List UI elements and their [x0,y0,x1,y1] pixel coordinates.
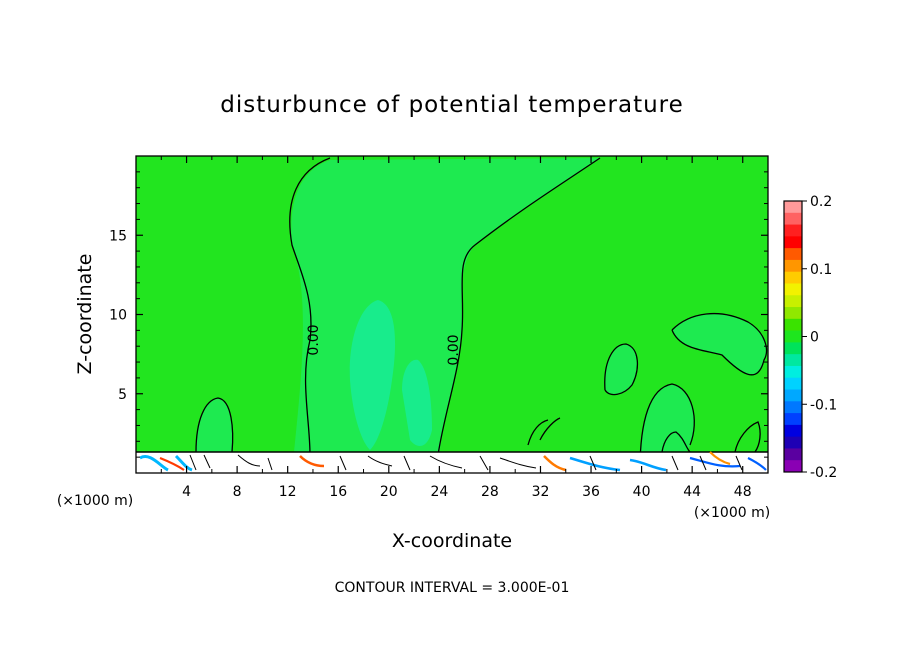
colorbar-swatch [784,295,802,308]
x-tick-label: 32 [532,484,550,500]
x-unit-label-right: (×1000 m) [694,505,770,521]
colorbar-swatch [784,424,802,438]
colorbar-label: -0.1 [810,397,837,413]
colorbar-swatch [784,201,802,214]
colorbar-swatch [784,283,802,296]
x-axis: 4 8 12 16 20 24 28 32 36 40 44 48 [160,156,752,500]
y-tick-label: 10 [109,308,127,324]
x-tick-label: 28 [481,484,499,500]
negative-lobe-region [640,384,695,470]
colorbar-swatch [784,212,802,226]
x-tick-label: 24 [430,484,448,500]
y-axis: 5 10 15 [109,171,768,458]
y-tick-label: 5 [118,387,127,403]
colorbar-swatch [784,271,802,284]
ground-layer [136,451,768,473]
colorbar-swatch [784,413,802,426]
contour-lines [195,157,768,471]
colorbar-label: -0.2 [810,465,837,481]
x-tick-label: 4 [182,484,191,500]
colorbar-label: 0 [810,330,819,346]
colorbar-swatch [784,365,802,379]
colorbar-swatch [784,248,802,261]
colorbar-swatch [784,330,802,343]
chart-title: disturbunce of potential temperature [220,92,684,118]
contour-label: 0.00 [446,334,462,365]
x-unit-label-left: (×1000 m) [57,493,133,509]
colorbar-swatch [784,236,802,249]
negative-lobe-region [604,344,638,395]
colorbar-swatch [784,377,802,391]
colorbar-swatch [784,389,802,402]
negative-lobe-region [196,398,233,452]
negative-lobe-region [672,313,767,375]
colorbar-swatch [784,448,802,461]
x-tick-label: 16 [329,484,347,500]
x-tick-label: 8 [233,484,242,500]
x-tick-label: 44 [683,484,701,500]
contour-label: 0.00 [306,324,322,355]
colorbar-swatch [784,224,802,237]
x-axis-title: X-coordinate [392,530,512,552]
y-axis-title: Z-coordinate [74,254,96,375]
colorbar-swatch [784,436,802,449]
negative-core-region [402,359,432,446]
contour-interval-note: CONTOUR INTERVAL = 3.000E-01 [335,580,570,596]
x-tick-label: 12 [279,484,297,500]
y-tick-label: 15 [109,228,127,244]
colorbar-swatch [784,259,802,273]
colorbar: 0.2 0.1 0 -0.1 -0.2 [783,194,837,481]
colorbar-label: 0.2 [810,194,832,210]
plot-area: 0.00 0.00 [135,155,769,474]
colorbar-swatch [784,354,802,367]
colorbar-swatch [784,401,802,414]
x-tick-label: 36 [582,484,600,500]
colorbar-swatch [784,460,802,473]
x-tick-label: 20 [380,484,398,500]
negative-core-region [349,300,396,450]
x-tick-label: 48 [734,484,752,500]
colorbar-swatch [784,342,802,355]
x-tick-label: 40 [633,484,651,500]
colorbar-swatch [784,307,802,320]
colorbar-label: 0.1 [810,262,832,278]
colorbar-swatch [784,318,802,332]
